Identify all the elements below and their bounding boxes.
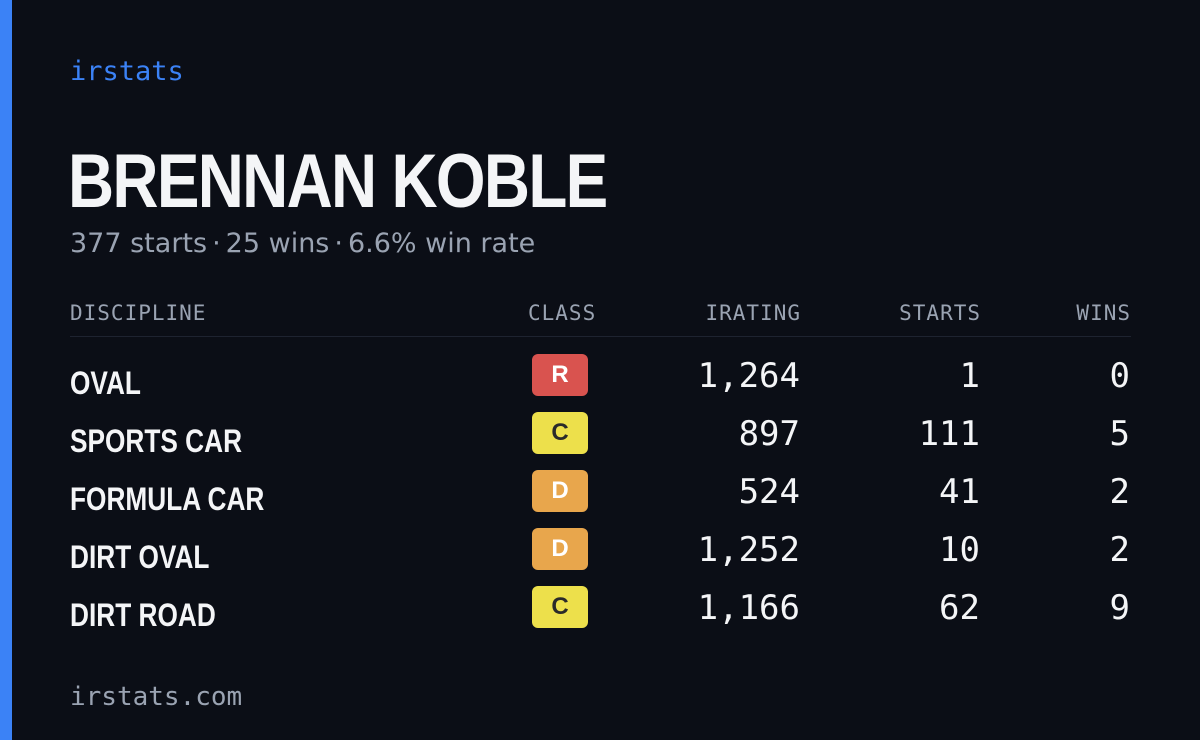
header-starts: STARTS [899,301,981,325]
irating-value: 524 [738,472,800,512]
wins-value: 0 [1109,356,1130,396]
starts-value: 1 [959,356,980,396]
discipline-name: FORMULA CAR [70,481,265,517]
discipline-name: SPORTS CAR [70,423,243,459]
accent-bar [0,0,12,740]
brand-logo: irstats [70,56,184,87]
class-badge: C [532,586,588,628]
header-class: CLASS [528,301,597,325]
starts-value: 111 [918,414,980,454]
summary-wins: 25 wins [225,228,330,259]
stats-table: DISCIPLINE CLASS IRATING STARTS WINS OVA… [70,296,1131,644]
table-row: FORMULA CAR D 524 41 2 [70,470,1131,528]
discipline-name: DIRT OVAL [70,539,210,575]
irating-value: 1,252 [697,530,800,570]
class-badge: D [532,470,588,512]
driver-name: BRENNAN KOBLE [68,139,608,224]
table-body: OVAL R 1,264 1 0 SPORTS CAR C 897 111 5 … [70,337,1131,644]
header-wins: WINS [1076,301,1131,325]
irating-value: 1,166 [697,588,800,628]
table-row: DIRT ROAD C 1,166 62 9 [70,586,1131,644]
wins-value: 2 [1109,472,1130,512]
table-row: SPORTS CAR C 897 111 5 [70,412,1131,470]
wins-value: 9 [1109,588,1130,628]
irating-value: 897 [738,414,800,454]
header-discipline: DISCIPLINE [70,301,207,325]
starts-value: 10 [939,530,980,570]
header-irating: IRATING [705,301,801,325]
irating-value: 1,264 [697,356,800,396]
wins-value: 5 [1109,414,1130,454]
table-header: DISCIPLINE CLASS IRATING STARTS WINS [70,296,1131,337]
discipline-name: OVAL [70,365,141,401]
wins-value: 2 [1109,530,1130,570]
summary-win-rate: 6.6% win rate [347,228,536,259]
summary-starts: 377 starts [70,228,208,259]
driver-summary: 377 starts · 25 wins · 6.6% win rate [70,228,535,259]
table-row: DIRT OVAL D 1,252 10 2 [70,528,1131,586]
class-badge: D [532,528,588,570]
class-badge: R [532,354,588,396]
footer-url: irstats.com [70,682,243,712]
starts-value: 41 [939,472,980,512]
starts-value: 62 [939,588,980,628]
discipline-name: DIRT ROAD [70,597,216,633]
table-row: OVAL R 1,264 1 0 [70,354,1131,412]
class-badge: C [532,412,588,454]
summary-separator: · [212,228,221,259]
summary-separator: · [334,228,343,259]
